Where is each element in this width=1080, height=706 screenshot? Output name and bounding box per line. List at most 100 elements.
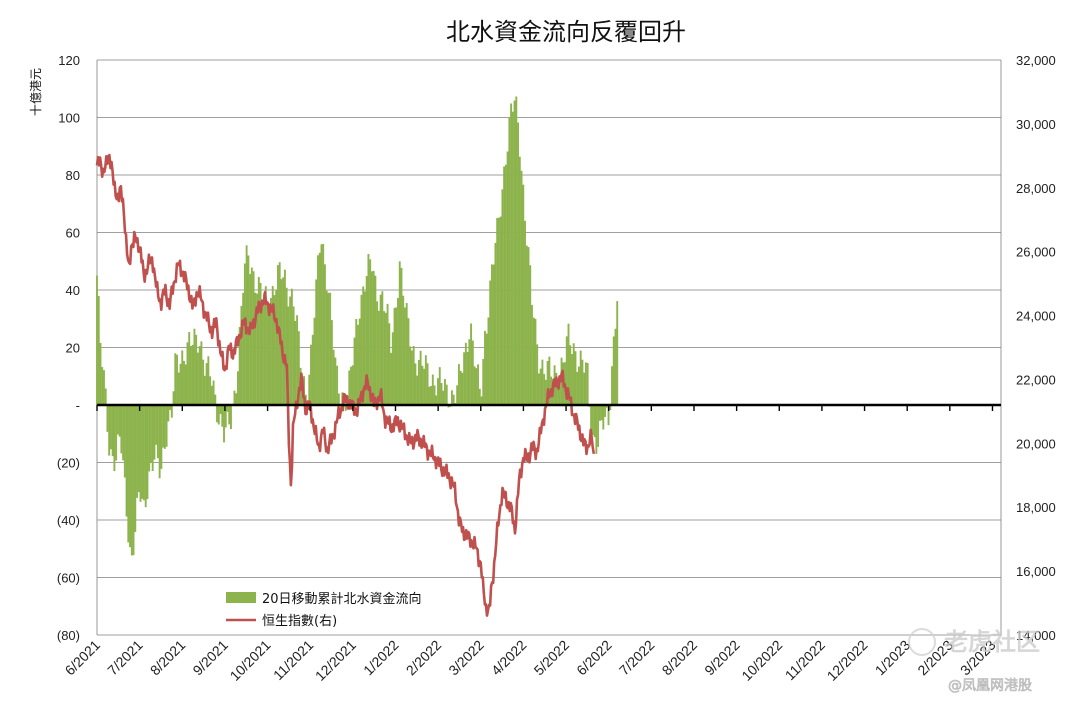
bar [574,351,577,405]
hsi-line [95,153,596,617]
bar [437,378,439,405]
bar [196,352,199,405]
bar [367,253,370,405]
chart-title: 北水資金流向反覆回升 [446,18,686,46]
bar [510,103,513,406]
bar [383,311,386,405]
bar [177,372,180,405]
right-tick-label: 26,000 [1016,245,1056,260]
x-tick-label: 6/2022 [573,637,615,679]
bar [388,323,391,405]
bar [543,374,546,405]
x-tick-label: 10/2021 [227,637,274,684]
bar [322,243,325,405]
bar [257,276,260,405]
bar [270,297,272,405]
gridlines [96,59,1002,636]
bar [548,356,551,405]
bar [156,405,159,459]
bar [160,405,163,469]
bar [450,390,453,405]
bar [205,363,208,405]
bar [334,357,337,405]
bar [169,405,172,411]
bar [214,394,217,405]
bar [174,353,177,405]
bar [216,405,219,423]
bar [188,332,191,405]
bar [233,390,236,405]
bar [118,405,121,437]
bar [417,359,420,405]
left-tick-label: (80) [57,628,80,643]
bar [386,303,389,405]
bar [468,339,471,405]
bar [593,405,596,438]
x-tick-label: 5/2022 [531,637,573,679]
bar [261,299,264,405]
bar [353,337,356,405]
bar [210,385,213,405]
x-tick-label: 9/2022 [701,637,743,679]
legend-label-bars: 20日移動累計北水資金流向 [262,591,422,607]
bar [400,267,403,405]
bar [433,385,436,405]
bar [477,364,479,405]
bar [290,288,293,405]
bar [609,405,612,411]
bar [393,307,396,405]
bar [108,405,111,456]
bar [350,366,352,405]
legend-swatch-bars [226,592,256,603]
bar [503,166,506,405]
bar [506,151,509,405]
left-tick-label: 40 [66,283,80,298]
bar [597,405,600,447]
bar [162,405,165,448]
bar [130,405,133,556]
bar [283,269,286,405]
bar [489,280,492,405]
bar-series [96,96,619,556]
bar [219,405,222,414]
bar [198,346,201,405]
bar [442,390,445,405]
bar [221,405,224,427]
bar [571,354,573,405]
bar [337,393,340,405]
bar [167,405,170,422]
bar [362,286,365,405]
watermark: 老虎社区 @凤凰网港股 [908,628,1040,694]
bar [256,293,259,405]
bar [494,243,497,405]
bar [323,264,326,405]
bar [287,306,290,405]
bar [268,315,271,405]
bar [144,405,147,508]
bar [276,265,279,405]
bar [473,366,476,405]
bar [243,263,246,405]
bar [499,216,502,405]
bar [360,294,363,405]
bar [344,405,347,411]
bar [537,373,540,405]
bar [226,405,229,412]
bar [358,318,361,405]
bar [511,111,514,405]
bar [116,405,119,435]
x-tick-label: 3/2022 [445,637,487,679]
bar [567,323,570,405]
bar [390,352,392,405]
left-tick-label: 100 [58,111,80,126]
bar [320,244,323,405]
bar [404,307,406,405]
x-tick-label: 8/2021 [147,637,189,679]
bar [416,375,419,405]
bar [329,292,332,405]
right-tick-label: 14,000 [1016,628,1056,643]
bar [104,388,107,405]
bar [103,370,105,405]
bar [470,323,473,405]
bar [370,271,373,405]
